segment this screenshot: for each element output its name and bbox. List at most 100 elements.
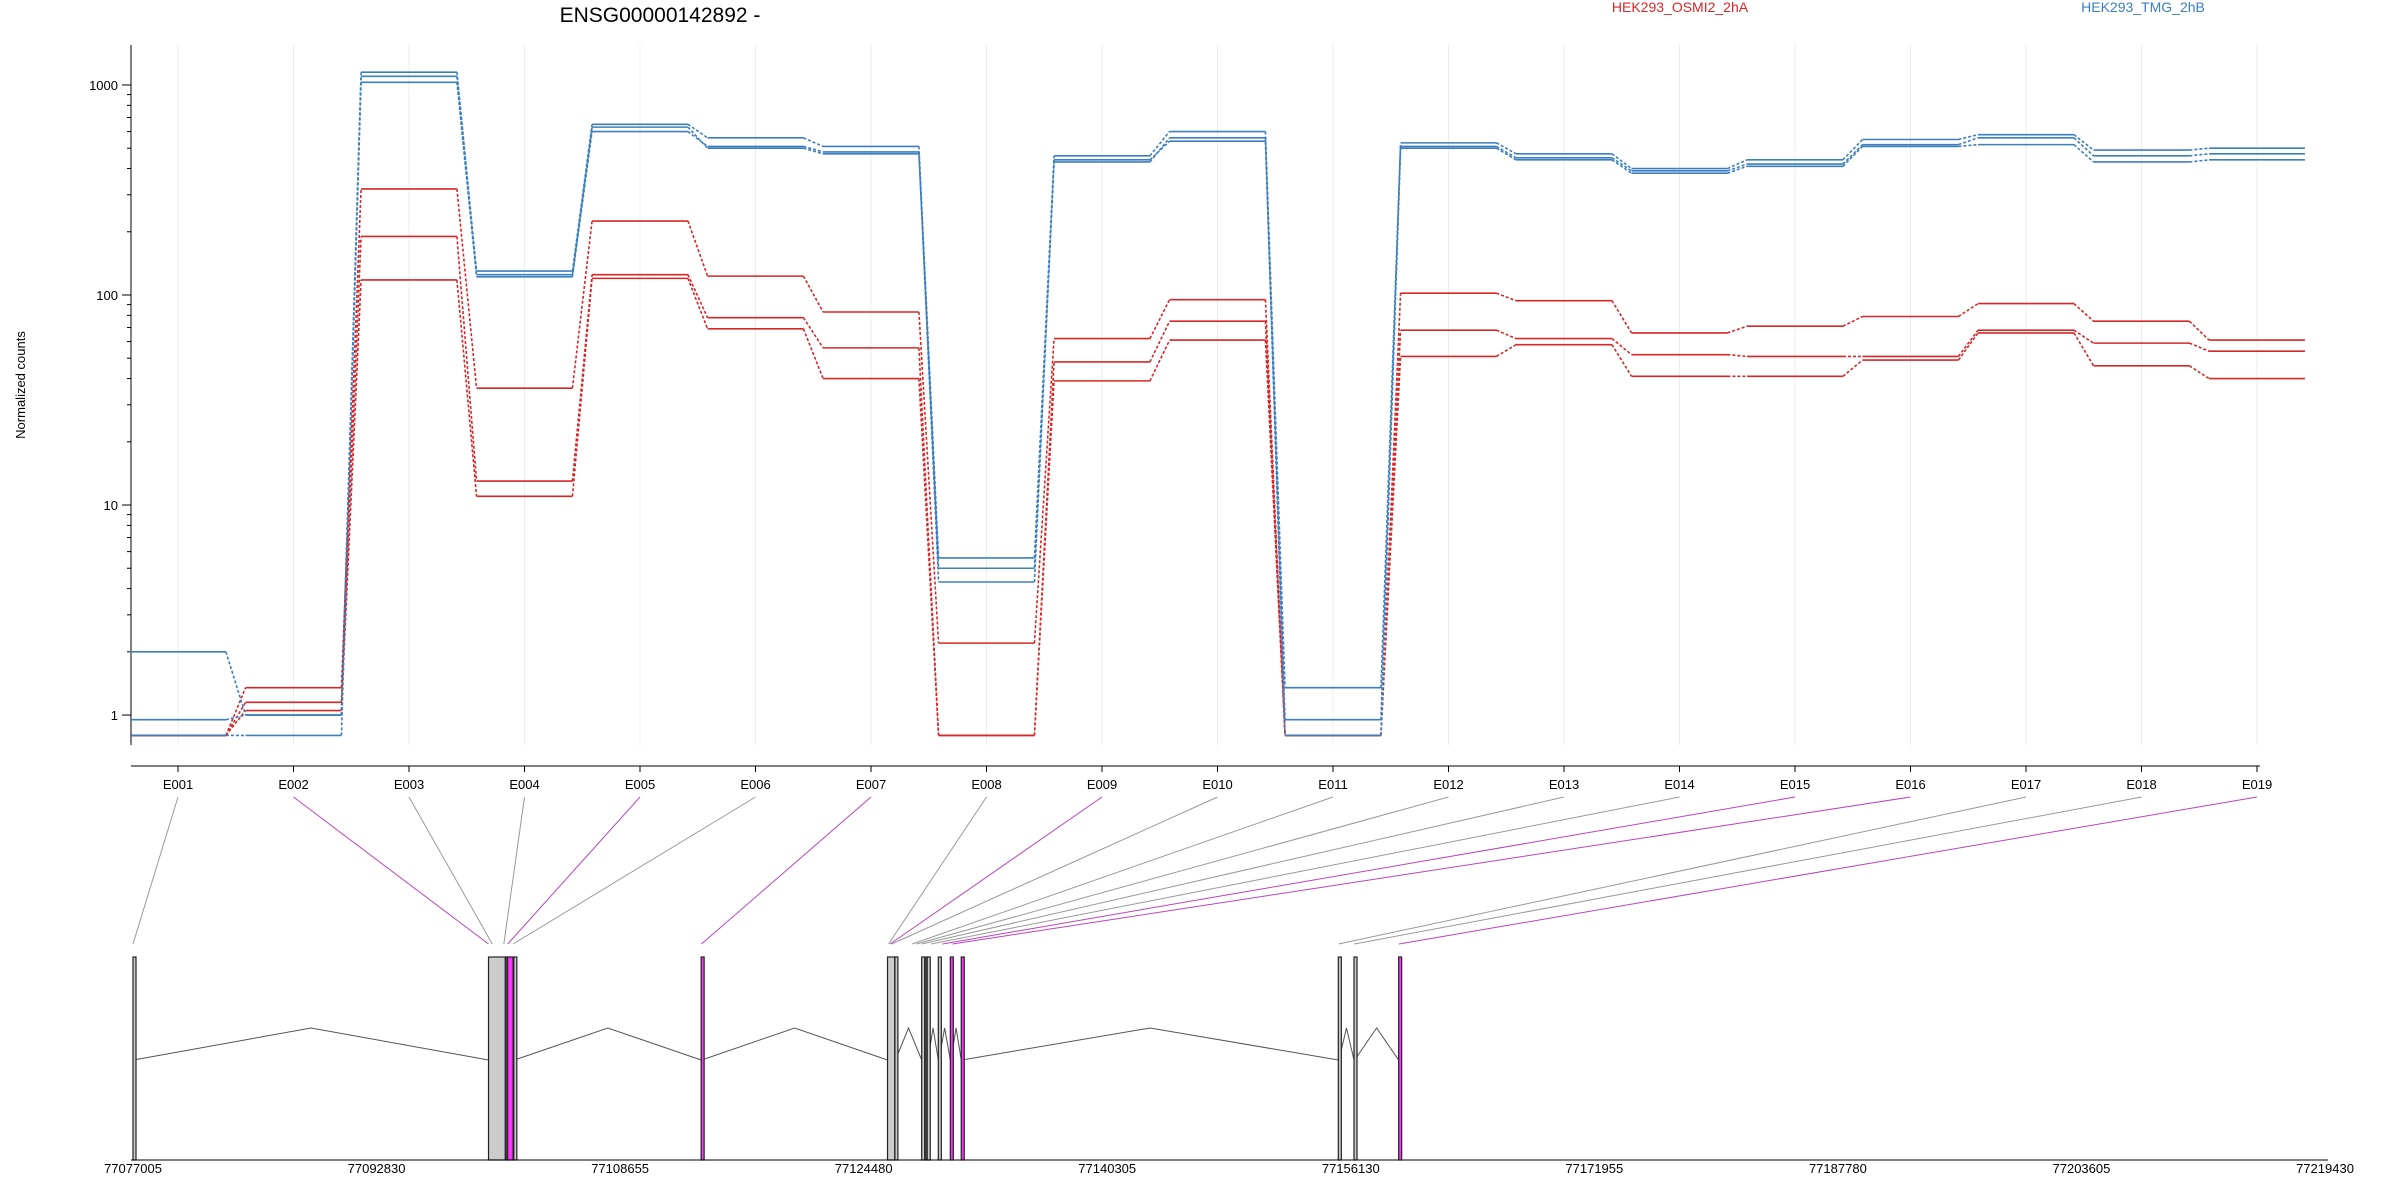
- y-tick-label-100: 100: [96, 288, 118, 303]
- connector-E017: [2073, 144, 2095, 163]
- legend-entry-osmi: HEK293_OSMI2_2hA: [1612, 0, 1749, 15]
- connector-E015: [1842, 145, 1864, 167]
- connector-E013: [1611, 157, 1633, 172]
- link-E003: [408, 796, 493, 945]
- connector-E013: [1611, 153, 1633, 170]
- connector-E017: [2073, 332, 2095, 367]
- x-tick-label-E018: E018: [2126, 777, 2156, 792]
- connector-E004: [571, 278, 593, 497]
- x-tick-label-E003: E003: [394, 777, 424, 792]
- link-E008: [888, 796, 987, 945]
- connector-E005: [687, 274, 709, 318]
- connector-E003: [456, 236, 478, 482]
- x-tick-label-E004: E004: [509, 777, 539, 792]
- exon-box: [513, 956, 518, 1161]
- link-E006: [512, 796, 756, 945]
- y-axis-title: Normalized counts: [13, 331, 28, 439]
- exon-box: [926, 956, 931, 1161]
- connector-E001: [225, 714, 246, 721]
- connector-E004: [571, 131, 593, 277]
- x-tick-label-E005: E005: [625, 777, 655, 792]
- connector-E015: [1842, 144, 1864, 165]
- x-tick-label-E009: E009: [1087, 777, 1117, 792]
- connector-E009: [1149, 137, 1171, 163]
- connector-E009: [1149, 140, 1171, 161]
- link-E007: [701, 796, 872, 945]
- exon-box: [1337, 956, 1342, 1161]
- x-tick-label-E014: E014: [1664, 777, 1694, 792]
- x-tick-label-E001: E001: [163, 777, 193, 792]
- connector-E018: [2189, 153, 2210, 157]
- x-tick-label-E013: E013: [1549, 777, 1579, 792]
- link-E014: [930, 796, 1680, 945]
- connector-E013: [1611, 300, 1633, 334]
- connector-E005: [687, 278, 709, 330]
- x-tick-label-E007: E007: [856, 777, 886, 792]
- connector-E002: [340, 279, 362, 711]
- link-E001: [132, 796, 179, 945]
- exon-box: [949, 956, 954, 1161]
- connector-E017: [2073, 137, 2095, 157]
- connector-E008: [1033, 380, 1055, 736]
- link-E010: [891, 796, 1218, 945]
- connector-E007: [918, 153, 940, 569]
- connector-E009: [1149, 320, 1171, 363]
- connector-E012: [1496, 343, 1517, 358]
- exon-box: [886, 956, 896, 1161]
- connector-E008: [1033, 159, 1055, 583]
- connector-E001: [225, 687, 247, 736]
- x-tick-label-E008: E008: [971, 777, 1001, 792]
- x-tick-label-E002: E002: [278, 777, 308, 792]
- connector-E013: [1611, 337, 1633, 356]
- link-E013: [921, 796, 1565, 945]
- connector-E001: [225, 710, 247, 736]
- connector-E007: [918, 378, 940, 736]
- connector-E016: [1958, 143, 1979, 148]
- connector-E018: [2189, 342, 2210, 352]
- exon-box: [487, 956, 506, 1161]
- connector-E012: [1496, 292, 1517, 302]
- link-E009: [889, 796, 1103, 945]
- link-E015: [942, 796, 1796, 945]
- vertical-gridlines: [177, 45, 2258, 745]
- genomic-axis: 77077005 77092830 77108655 77124480 77140305…: [104, 1159, 2354, 1176]
- connector-E017: [2073, 303, 2095, 322]
- connector-E003: [456, 188, 478, 389]
- exon-box: [894, 956, 899, 1161]
- link-E017: [1338, 796, 2027, 945]
- intron: [133, 1027, 489, 1061]
- connector-E015: [1842, 359, 1864, 377]
- genomic-tick-label-7: 77187780: [1809, 1161, 1867, 1176]
- connector-E001: [225, 701, 247, 736]
- exon-box: [132, 956, 137, 1161]
- connector-E005: [687, 130, 709, 148]
- connector-E017: [2073, 329, 2095, 344]
- connector-E003: [456, 82, 478, 277]
- exon-box: [937, 956, 942, 1161]
- x-tick-label-E016: E016: [1895, 777, 1925, 792]
- y-tick-label-10: 10: [104, 498, 118, 513]
- connector-E007: [918, 151, 940, 583]
- connector-E011: [1380, 356, 1402, 736]
- link-E012: [916, 796, 1449, 945]
- intron: [1354, 1027, 1400, 1061]
- connector-E012: [1496, 147, 1517, 161]
- connector-E002: [340, 188, 362, 688]
- connector-E006: [802, 275, 824, 313]
- link-E005: [507, 796, 641, 945]
- connector-E016: [1958, 137, 1979, 146]
- y-tick-label-1: 1: [111, 708, 118, 723]
- connector-E006: [802, 328, 824, 379]
- y-axis: 1 10 100 1000: [89, 45, 132, 745]
- exon-box: [921, 956, 926, 1161]
- series-6: [130, 81, 2305, 737]
- connector-E006: [803, 147, 824, 155]
- genomic-tick-label-6: 77171955: [1565, 1161, 1623, 1176]
- connector-E007: [918, 311, 940, 644]
- x-tick-label-E015: E015: [1780, 777, 1810, 792]
- connector-E009: [1149, 299, 1171, 339]
- connector-E015: [1842, 138, 1864, 161]
- connector-E006: [802, 317, 824, 349]
- connector-E014: [1727, 159, 1748, 170]
